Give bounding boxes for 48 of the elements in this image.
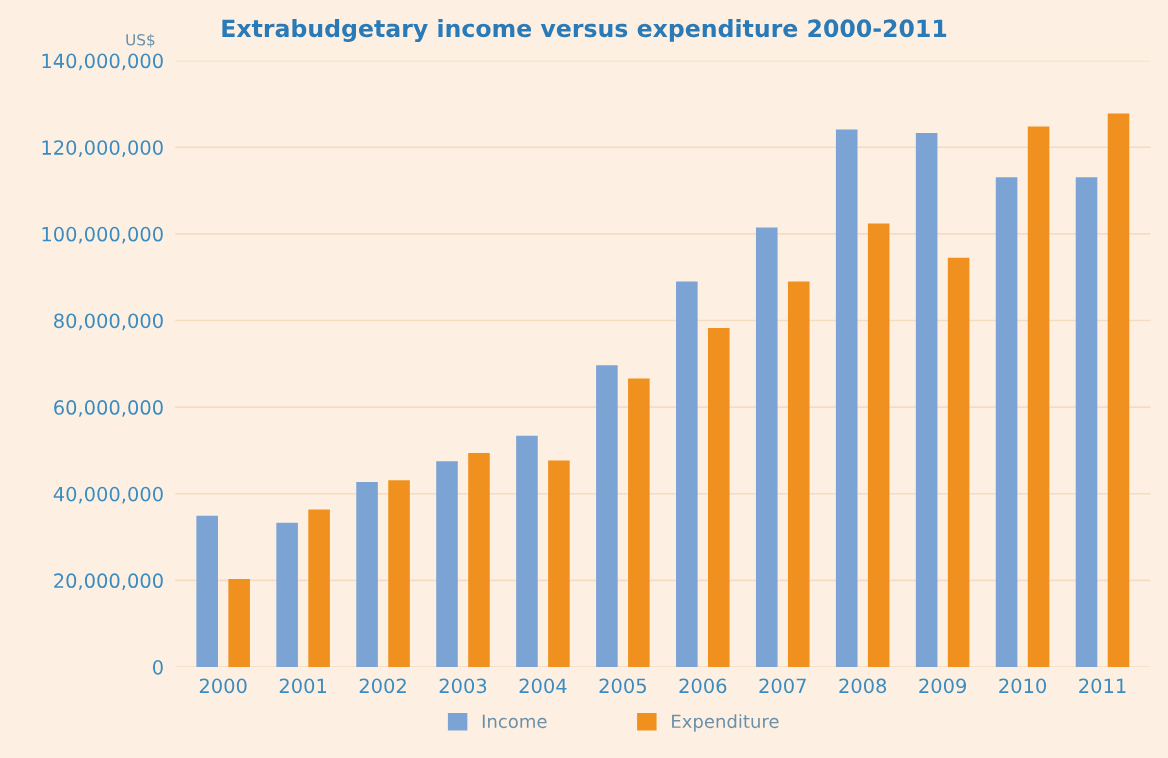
y-tick-label: 40,000,000: [53, 486, 163, 504]
x-tick-label: 2001: [279, 678, 327, 694]
bar: [436, 461, 458, 668]
x-tick-label: 2003: [439, 678, 487, 694]
y-tick-label: 80,000,000: [54, 313, 163, 331]
y-tick-label: 120,000,000: [42, 140, 163, 157]
bar: [1107, 113, 1130, 668]
bar: [835, 129, 858, 668]
bar: [755, 227, 778, 668]
bar: [276, 522, 298, 668]
y-tick-label: 20,000,000: [54, 573, 163, 591]
bar: [228, 579, 250, 668]
bar: [596, 365, 618, 668]
bar: [1075, 177, 1098, 668]
bar: [196, 515, 218, 668]
bar: [548, 460, 570, 668]
bar: [676, 281, 698, 668]
bar: [388, 480, 410, 668]
x-tick-label: 2002: [359, 678, 406, 694]
x-tick-label: 2007: [759, 678, 806, 694]
bar: [867, 223, 890, 668]
y-tick-label: 0: [153, 660, 163, 675]
bar: [468, 453, 490, 668]
bar: [787, 281, 810, 668]
bar: [356, 482, 378, 668]
x-tick-label: 2009: [919, 678, 967, 694]
x-tick-label: 2000: [199, 678, 247, 694]
bar: [708, 327, 730, 668]
y-tick-label: 60,000,000: [54, 400, 163, 417]
legend-label: Income: [482, 714, 547, 729]
y-tick-label: 100,000,000: [42, 226, 163, 244]
x-tick-label: 2008: [839, 678, 887, 694]
y-tick-label: 140,000,000: [42, 53, 163, 71]
x-tick-label: 2005: [599, 678, 646, 694]
x-tick-label: 2010: [999, 678, 1047, 694]
legend-label: Expenditure: [672, 714, 779, 732]
bar: [516, 435, 538, 668]
bar: [628, 378, 650, 668]
bar: [995, 177, 1018, 668]
x-tick-label: 2006: [679, 678, 727, 694]
bar: [915, 132, 938, 668]
y-axis-title: US$: [126, 33, 155, 48]
bar: [308, 509, 330, 668]
x-tick-label: 2011: [1079, 678, 1126, 694]
x-tick-label: 2004: [519, 678, 567, 694]
chart-title: Extrabudgetary income versus expenditure 2000-2011: [222, 18, 947, 42]
bar: [1027, 126, 1050, 668]
bar: [947, 257, 970, 668]
